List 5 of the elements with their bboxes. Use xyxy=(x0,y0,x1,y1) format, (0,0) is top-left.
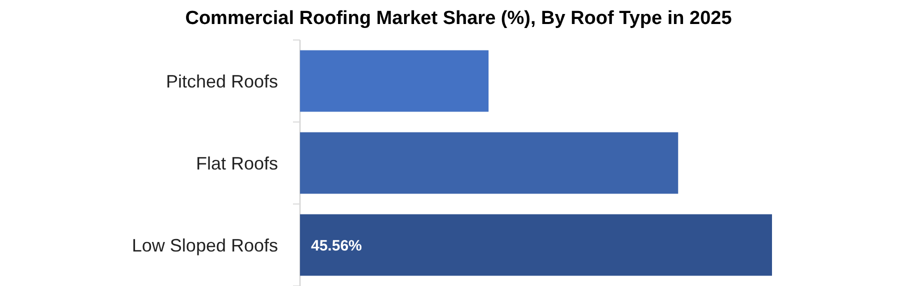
data-label: 45.56% xyxy=(311,237,362,254)
y-tick-label: Flat Roofs xyxy=(196,153,278,174)
chart-title: Commercial Roofing Market Share (%), By Roof Type in 2025 xyxy=(185,8,732,29)
y-tick-label: Pitched Roofs xyxy=(166,71,278,92)
y-tick-label: Low Sloped Roofs xyxy=(132,235,278,256)
